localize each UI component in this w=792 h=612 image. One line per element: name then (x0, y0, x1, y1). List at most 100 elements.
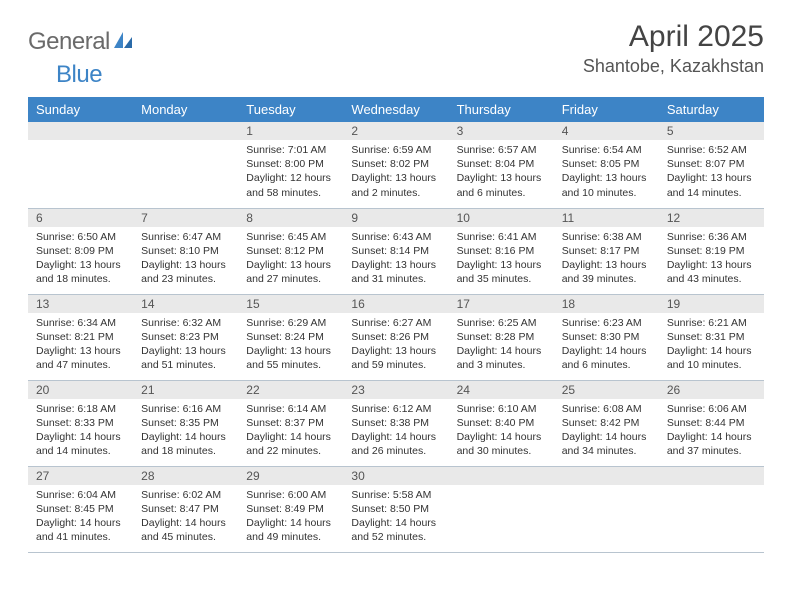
calendar-cell: 3Sunrise: 6:57 AMSunset: 8:04 PMDaylight… (449, 122, 554, 208)
day-details: Sunrise: 6:47 AMSunset: 8:10 PMDaylight:… (133, 227, 238, 291)
day-details: Sunrise: 6:29 AMSunset: 8:24 PMDaylight:… (238, 313, 343, 377)
weekday-header: Monday (133, 97, 238, 122)
day-number: 17 (449, 295, 554, 313)
logo-text-blue: Blue (56, 61, 102, 88)
weekday-header: Tuesday (238, 97, 343, 122)
calendar-cell: 20Sunrise: 6:18 AMSunset: 8:33 PMDayligh… (28, 380, 133, 466)
calendar-cell: 23Sunrise: 6:12 AMSunset: 8:38 PMDayligh… (343, 380, 448, 466)
day-number: 18 (554, 295, 659, 313)
calendar-cell: 13Sunrise: 6:34 AMSunset: 8:21 PMDayligh… (28, 294, 133, 380)
calendar-cell: 14Sunrise: 6:32 AMSunset: 8:23 PMDayligh… (133, 294, 238, 380)
day-number: 5 (659, 122, 764, 140)
day-details: Sunrise: 6:18 AMSunset: 8:33 PMDaylight:… (28, 399, 133, 463)
day-number: 12 (659, 209, 764, 227)
day-number: 13 (28, 295, 133, 313)
calendar-cell: 19Sunrise: 6:21 AMSunset: 8:31 PMDayligh… (659, 294, 764, 380)
day-details: Sunrise: 6:43 AMSunset: 8:14 PMDaylight:… (343, 227, 448, 291)
day-number: 15 (238, 295, 343, 313)
day-number: 6 (28, 209, 133, 227)
day-number: 24 (449, 381, 554, 399)
weekday-header: Sunday (28, 97, 133, 122)
calendar-cell: 26Sunrise: 6:06 AMSunset: 8:44 PMDayligh… (659, 380, 764, 466)
logo-sail-icon (112, 30, 134, 55)
day-number: 20 (28, 381, 133, 399)
day-number: 27 (28, 467, 133, 485)
day-number: 25 (554, 381, 659, 399)
day-number: 22 (238, 381, 343, 399)
day-details: Sunrise: 6:36 AMSunset: 8:19 PMDaylight:… (659, 227, 764, 291)
calendar-cell: 12Sunrise: 6:36 AMSunset: 8:19 PMDayligh… (659, 208, 764, 294)
calendar-cell: 22Sunrise: 6:14 AMSunset: 8:37 PMDayligh… (238, 380, 343, 466)
calendar-cell: 16Sunrise: 6:27 AMSunset: 8:26 PMDayligh… (343, 294, 448, 380)
day-number: 2 (343, 122, 448, 140)
day-details: Sunrise: 5:58 AMSunset: 8:50 PMDaylight:… (343, 485, 448, 549)
calendar-cell: 17Sunrise: 6:25 AMSunset: 8:28 PMDayligh… (449, 294, 554, 380)
day-number: 30 (343, 467, 448, 485)
day-details: Sunrise: 6:00 AMSunset: 8:49 PMDaylight:… (238, 485, 343, 549)
calendar-cell (133, 122, 238, 208)
calendar-cell: 18Sunrise: 6:23 AMSunset: 8:30 PMDayligh… (554, 294, 659, 380)
day-details: Sunrise: 6:04 AMSunset: 8:45 PMDaylight:… (28, 485, 133, 549)
calendar-cell: 21Sunrise: 6:16 AMSunset: 8:35 PMDayligh… (133, 380, 238, 466)
day-number: 7 (133, 209, 238, 227)
day-number: 26 (659, 381, 764, 399)
day-number: 19 (659, 295, 764, 313)
calendar-cell (449, 466, 554, 552)
calendar-cell (554, 466, 659, 552)
calendar-cell (659, 466, 764, 552)
calendar-row: 1Sunrise: 7:01 AMSunset: 8:00 PMDaylight… (28, 122, 764, 208)
weekday-header: Thursday (449, 97, 554, 122)
day-details: Sunrise: 6:14 AMSunset: 8:37 PMDaylight:… (238, 399, 343, 463)
calendar-cell (28, 122, 133, 208)
day-number: 11 (554, 209, 659, 227)
weekday-header-row: Sunday Monday Tuesday Wednesday Thursday… (28, 97, 764, 122)
day-number: 28 (133, 467, 238, 485)
day-number: 9 (343, 209, 448, 227)
day-details: Sunrise: 6:50 AMSunset: 8:09 PMDaylight:… (28, 227, 133, 291)
calendar-table: Sunday Monday Tuesday Wednesday Thursday… (28, 97, 764, 553)
calendar-cell: 7Sunrise: 6:47 AMSunset: 8:10 PMDaylight… (133, 208, 238, 294)
day-details: Sunrise: 7:01 AMSunset: 8:00 PMDaylight:… (238, 140, 343, 204)
logo-text-general: General (28, 28, 110, 56)
day-details: Sunrise: 6:27 AMSunset: 8:26 PMDaylight:… (343, 313, 448, 377)
day-details: Sunrise: 6:10 AMSunset: 8:40 PMDaylight:… (449, 399, 554, 463)
calendar-row: 6Sunrise: 6:50 AMSunset: 8:09 PMDaylight… (28, 208, 764, 294)
calendar-cell: 15Sunrise: 6:29 AMSunset: 8:24 PMDayligh… (238, 294, 343, 380)
day-number: 14 (133, 295, 238, 313)
calendar-cell: 1Sunrise: 7:01 AMSunset: 8:00 PMDaylight… (238, 122, 343, 208)
day-number: 3 (449, 122, 554, 140)
day-number: 10 (449, 209, 554, 227)
calendar-row: 13Sunrise: 6:34 AMSunset: 8:21 PMDayligh… (28, 294, 764, 380)
day-details: Sunrise: 6:02 AMSunset: 8:47 PMDaylight:… (133, 485, 238, 549)
day-details: Sunrise: 6:38 AMSunset: 8:17 PMDaylight:… (554, 227, 659, 291)
day-number: 4 (554, 122, 659, 140)
calendar-cell: 10Sunrise: 6:41 AMSunset: 8:16 PMDayligh… (449, 208, 554, 294)
calendar-cell: 25Sunrise: 6:08 AMSunset: 8:42 PMDayligh… (554, 380, 659, 466)
day-details: Sunrise: 6:16 AMSunset: 8:35 PMDaylight:… (133, 399, 238, 463)
calendar-cell: 28Sunrise: 6:02 AMSunset: 8:47 PMDayligh… (133, 466, 238, 552)
calendar-cell: 27Sunrise: 6:04 AMSunset: 8:45 PMDayligh… (28, 466, 133, 552)
day-number: 21 (133, 381, 238, 399)
calendar-cell: 11Sunrise: 6:38 AMSunset: 8:17 PMDayligh… (554, 208, 659, 294)
day-number: 8 (238, 209, 343, 227)
day-details: Sunrise: 6:41 AMSunset: 8:16 PMDaylight:… (449, 227, 554, 291)
calendar-row: 20Sunrise: 6:18 AMSunset: 8:33 PMDayligh… (28, 380, 764, 466)
calendar-cell: 4Sunrise: 6:54 AMSunset: 8:05 PMDaylight… (554, 122, 659, 208)
day-number: 1 (238, 122, 343, 140)
page-title: April 2025 (583, 20, 764, 54)
day-details: Sunrise: 6:21 AMSunset: 8:31 PMDaylight:… (659, 313, 764, 377)
day-number: 23 (343, 381, 448, 399)
weekday-header: Saturday (659, 97, 764, 122)
day-details: Sunrise: 6:34 AMSunset: 8:21 PMDaylight:… (28, 313, 133, 377)
day-number: 29 (238, 467, 343, 485)
calendar-cell: 6Sunrise: 6:50 AMSunset: 8:09 PMDaylight… (28, 208, 133, 294)
day-number: 16 (343, 295, 448, 313)
day-details: Sunrise: 6:25 AMSunset: 8:28 PMDaylight:… (449, 313, 554, 377)
day-details: Sunrise: 6:06 AMSunset: 8:44 PMDaylight:… (659, 399, 764, 463)
calendar-cell: 9Sunrise: 6:43 AMSunset: 8:14 PMDaylight… (343, 208, 448, 294)
day-details: Sunrise: 6:52 AMSunset: 8:07 PMDaylight:… (659, 140, 764, 204)
day-details: Sunrise: 6:57 AMSunset: 8:04 PMDaylight:… (449, 140, 554, 204)
weekday-header: Friday (554, 97, 659, 122)
calendar-row: 27Sunrise: 6:04 AMSunset: 8:45 PMDayligh… (28, 466, 764, 552)
day-details: Sunrise: 6:32 AMSunset: 8:23 PMDaylight:… (133, 313, 238, 377)
